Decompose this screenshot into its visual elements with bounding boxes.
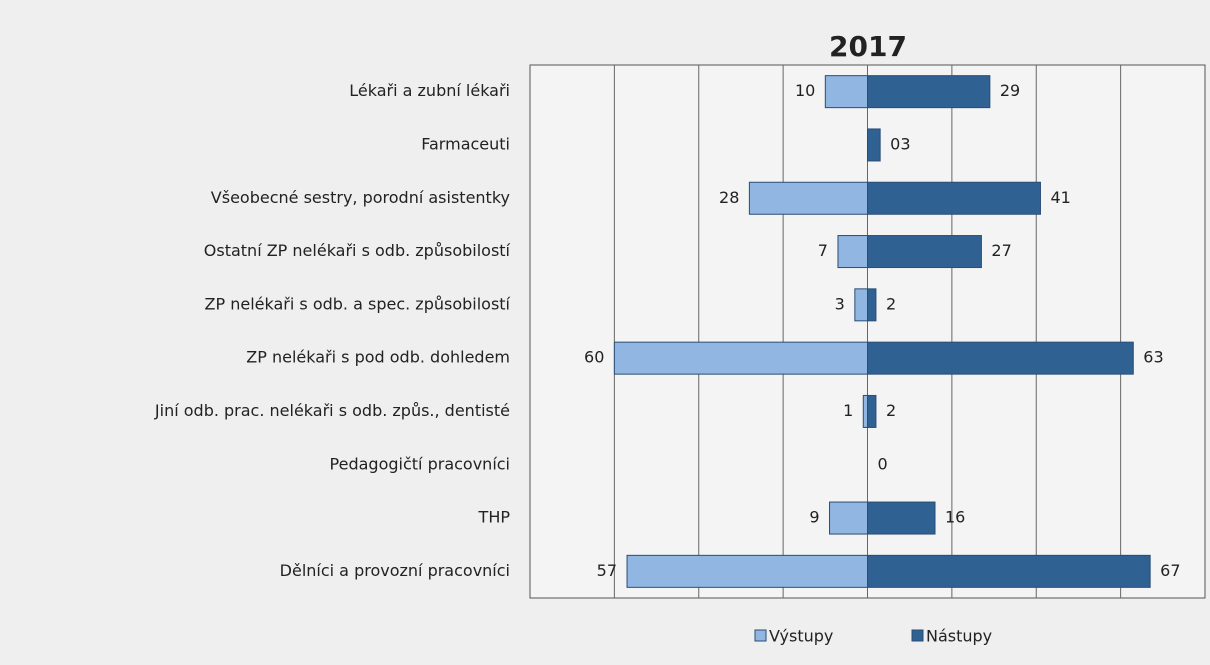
category-label: Pedagogičtí pracovníci	[330, 454, 510, 473]
bar	[867, 341, 1134, 375]
data-label: 57	[597, 561, 617, 580]
data-label: 2	[886, 401, 896, 420]
category-label: Dělníci a provozní pracovníci	[280, 561, 510, 580]
data-label: 29	[1000, 81, 1020, 100]
data-label: 67	[1160, 561, 1180, 580]
bar	[867, 501, 936, 535]
bar	[748, 181, 868, 215]
data-label: 03	[890, 134, 910, 153]
chart-title: 2017	[829, 30, 907, 63]
category-label: Jiní odb. prac. nelékaři s odb. způs., d…	[154, 401, 510, 420]
category-label: Lékaři a zubní lékaři	[349, 81, 510, 100]
bar	[867, 128, 881, 162]
category-label: Všeobecné sestry, porodní asistentky	[211, 188, 510, 207]
bar	[867, 554, 1151, 588]
bar	[867, 394, 877, 428]
category-label: THP	[478, 508, 511, 527]
data-label: 41	[1050, 188, 1070, 207]
data-label: 27	[991, 241, 1011, 260]
category-label: ZP nelékaři s pod odb. dohledem	[246, 348, 510, 367]
data-label: 16	[945, 508, 965, 527]
legend-swatch	[754, 629, 767, 642]
bar	[626, 554, 868, 588]
data-label: 3	[835, 294, 845, 313]
bar	[837, 235, 868, 269]
bar	[824, 75, 868, 109]
data-label: 9	[809, 508, 819, 527]
data-label: 2	[886, 294, 896, 313]
category-label: Farmaceuti	[421, 134, 510, 153]
data-label: 7	[818, 241, 828, 260]
data-label: 60	[584, 348, 604, 367]
category-label: Ostatní ZP nelékaři s odb. způsobilostí	[204, 241, 511, 260]
data-label: 10	[795, 81, 815, 100]
bar	[867, 288, 877, 322]
category-label: ZP nelékaři s odb. a spec. způsobilostí	[205, 294, 511, 313]
bar	[829, 501, 868, 535]
data-label: 1	[843, 401, 853, 420]
bar	[862, 394, 868, 428]
data-label: 0	[878, 454, 888, 473]
data-label: 28	[719, 188, 739, 207]
legend-label: Výstupy	[769, 627, 833, 646]
bar	[867, 235, 982, 269]
bar	[867, 181, 1041, 215]
legend-swatch	[911, 629, 924, 642]
data-label: 63	[1143, 348, 1163, 367]
bar	[854, 288, 868, 322]
legend-label: Nástupy	[926, 627, 992, 646]
bar	[867, 75, 991, 109]
bar	[613, 341, 868, 375]
